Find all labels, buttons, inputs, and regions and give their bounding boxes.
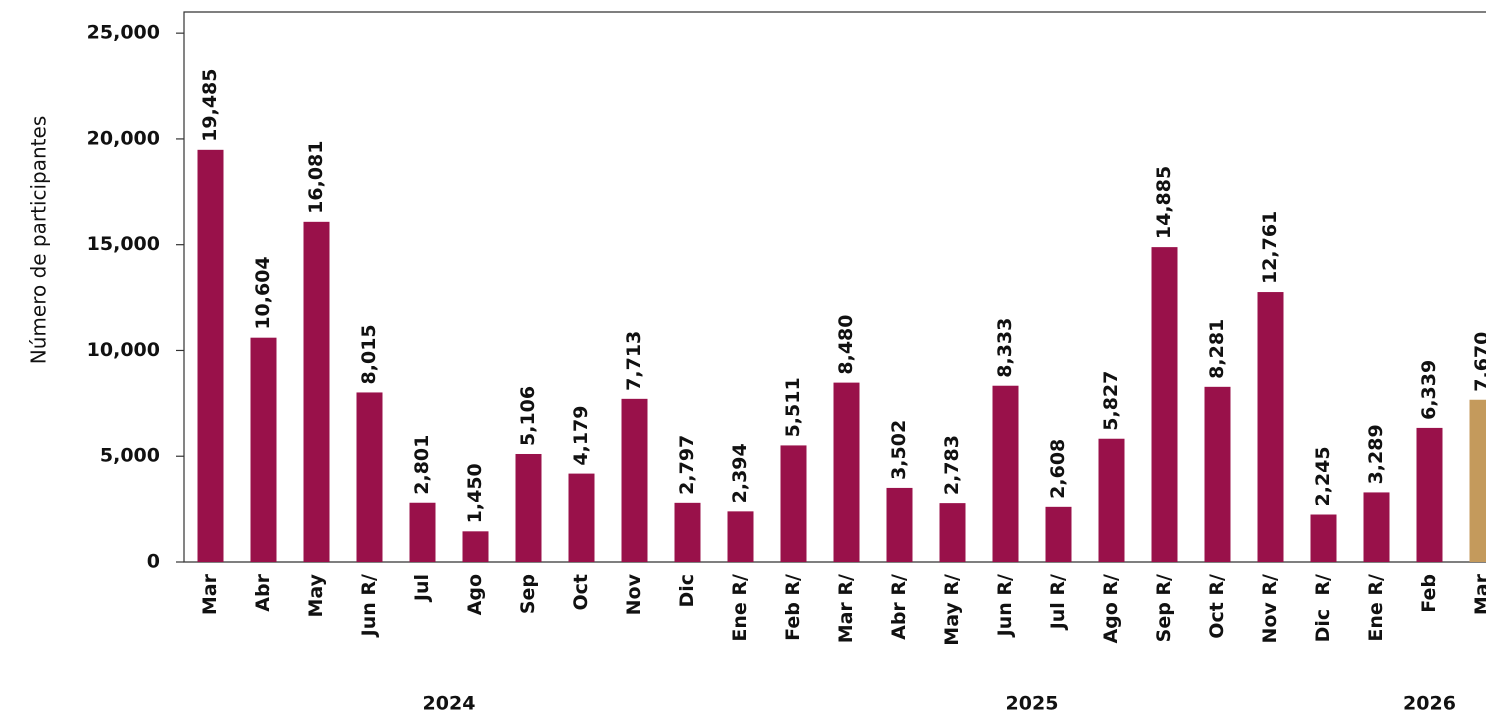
x-tick-label: Feb R/: [782, 574, 804, 641]
value-label: 7,670: [1471, 332, 1486, 392]
value-label: 8,281: [1206, 319, 1228, 379]
value-label: 2,783: [941, 435, 963, 495]
value-label: 16,081: [305, 140, 327, 213]
bar: [1310, 514, 1337, 562]
value-label: 8,015: [358, 324, 380, 384]
y-tick-label: 5,000: [100, 445, 160, 467]
x-group-label: 2024: [423, 693, 476, 714]
bar: [197, 149, 224, 562]
bar: [1416, 427, 1443, 562]
x-tick-label: Abr R/: [888, 574, 910, 640]
value-label: 4,179: [570, 405, 592, 465]
value-label: 8,333: [994, 318, 1016, 378]
bar: [568, 473, 595, 562]
bar: [780, 445, 807, 562]
x-tick-label: Abr: [252, 573, 274, 611]
x-tick-label: May R/: [941, 574, 963, 646]
value-label: 5,106: [517, 386, 539, 446]
x-tick-label: Sep: [517, 574, 539, 614]
x-tick-label: Mar R/: [835, 574, 857, 643]
y-tick-label: 15,000: [87, 233, 160, 255]
bar: [409, 502, 436, 562]
x-group-label: 2026: [1403, 693, 1456, 714]
value-label: 2,797: [676, 435, 698, 495]
x-tick-label: Mar: [199, 573, 221, 615]
x-tick-label: Nov R/: [1259, 574, 1281, 644]
bar: [1469, 399, 1486, 562]
value-label: 1,450: [464, 463, 486, 523]
x-tick-label: May: [305, 573, 327, 617]
y-tick-label: 0: [147, 551, 160, 573]
bar: [303, 221, 330, 562]
bar: [1045, 506, 1072, 562]
bar: [727, 511, 754, 562]
bar: [833, 382, 860, 562]
bar: [250, 337, 277, 562]
value-label: 7,713: [623, 331, 645, 391]
x-group-label: 2025: [1006, 693, 1059, 714]
bar: [1363, 492, 1390, 562]
bar: [515, 453, 542, 562]
x-tick-label: Ago: [464, 574, 486, 615]
x-tick-label: Feb: [1418, 574, 1440, 613]
value-label: 3,289: [1365, 424, 1387, 484]
y-tick-label: 20,000: [87, 127, 160, 149]
value-label: 3,502: [888, 420, 910, 480]
x-tick-label: Dic R/: [1312, 574, 1334, 642]
value-label: 12,761: [1259, 211, 1281, 284]
y-axis-label: Número de participantes: [27, 116, 51, 364]
bar: [939, 503, 966, 562]
bar: [462, 531, 489, 562]
bar: [674, 502, 701, 562]
x-tick-label: Jul: [411, 574, 433, 603]
value-label: 5,511: [782, 377, 804, 437]
bar: [992, 385, 1019, 562]
value-label: 19,485: [199, 68, 221, 141]
bar: [356, 392, 383, 562]
value-label: 6,339: [1418, 360, 1440, 420]
value-label: 2,801: [411, 435, 433, 495]
y-tick-label: 10,000: [87, 339, 160, 361]
bar: [886, 487, 913, 562]
x-tick-label: Ene R/: [1365, 574, 1387, 642]
value-label: 2,245: [1312, 446, 1334, 506]
value-label: 2,394: [729, 443, 751, 503]
value-label: 5,827: [1100, 371, 1122, 431]
bar: [1204, 386, 1231, 562]
x-tick-label: Ene R/: [729, 574, 751, 642]
bar: [621, 398, 648, 562]
value-label: 10,604: [252, 256, 274, 329]
value-label: 2,608: [1047, 439, 1069, 499]
bar: [1257, 292, 1284, 562]
bar: [1151, 247, 1178, 562]
x-tick-label: Ago R/: [1100, 574, 1122, 644]
x-tick-label: Sep R/: [1153, 574, 1175, 642]
x-tick-label: Dic: [676, 574, 698, 608]
x-tick-label: Mar: [1471, 573, 1486, 615]
x-tick-label: Jun R/: [358, 574, 380, 638]
value-label: 14,885: [1153, 166, 1175, 239]
bar: [1098, 438, 1125, 562]
x-tick-label: Jun R/: [994, 574, 1016, 638]
value-label: 8,480: [835, 315, 857, 375]
x-tick-label: Oct: [570, 574, 592, 611]
x-tick-label: Nov: [623, 573, 645, 615]
x-tick-label: Jul R/: [1047, 574, 1069, 631]
x-tick-label: Oct R/: [1206, 574, 1228, 639]
y-tick-label: 25,000: [87, 22, 160, 44]
